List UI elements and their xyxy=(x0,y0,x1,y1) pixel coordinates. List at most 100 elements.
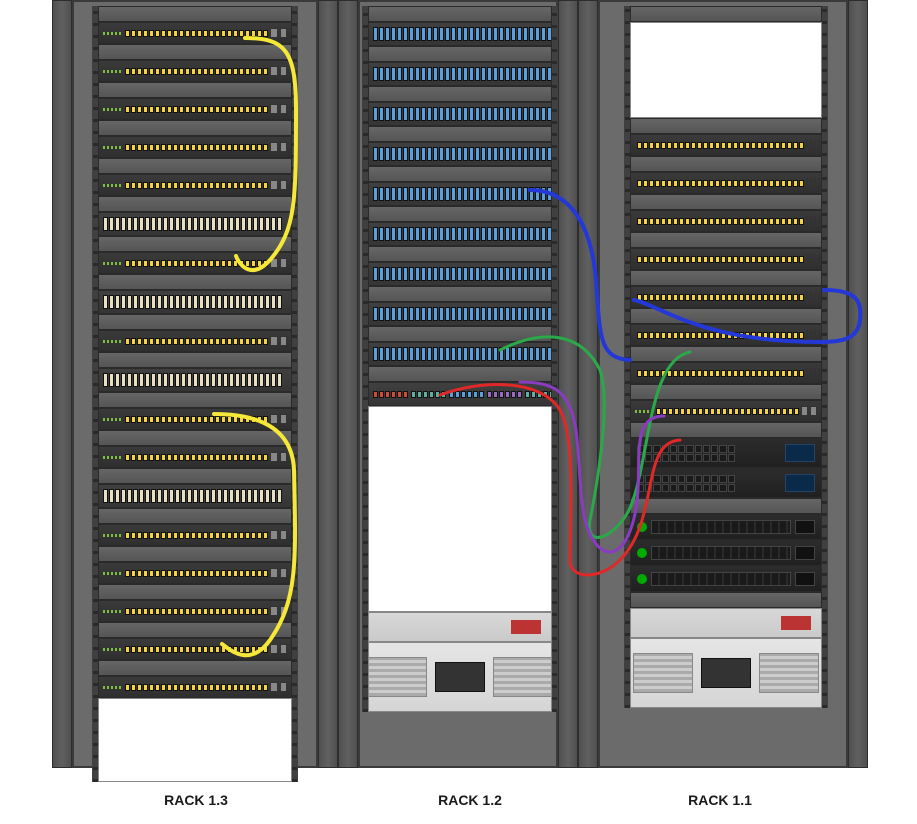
rack-1-1 xyxy=(624,6,828,708)
network-switch xyxy=(98,562,292,584)
network-switch xyxy=(98,22,292,44)
blank-panel xyxy=(630,498,822,514)
network-switch xyxy=(630,400,822,422)
network-switch xyxy=(630,286,822,308)
network-switch xyxy=(98,136,292,158)
blank-panel xyxy=(630,422,822,438)
blank-panel xyxy=(98,6,292,22)
network-switch xyxy=(630,172,822,194)
blank-panel xyxy=(98,392,292,408)
patch-panel xyxy=(368,102,552,126)
blank-panel xyxy=(630,232,822,248)
blank-panel xyxy=(98,236,292,252)
blank-panel xyxy=(368,366,552,382)
network-switch xyxy=(98,408,292,430)
network-switch xyxy=(630,134,822,156)
blank-panel xyxy=(98,120,292,136)
network-switch xyxy=(98,174,292,196)
blank-panel xyxy=(98,584,292,600)
patch-panel xyxy=(98,368,292,392)
patch-panel xyxy=(368,182,552,206)
blank-panel xyxy=(368,46,552,62)
network-switch xyxy=(630,362,822,384)
storage-array xyxy=(630,468,822,498)
blank-panel xyxy=(630,118,822,134)
cable-manager xyxy=(318,0,338,768)
cable-manager xyxy=(848,0,868,768)
patch-panel xyxy=(368,262,552,286)
label-rack-1-2: RACK 1.2 xyxy=(370,792,570,808)
network-switch xyxy=(630,210,822,232)
blank-panel xyxy=(368,206,552,222)
network-switch xyxy=(98,252,292,274)
patch-panel xyxy=(368,222,552,246)
empty-bay xyxy=(630,22,822,118)
blank-panel xyxy=(368,6,552,22)
storage-array xyxy=(630,438,822,468)
patch-panel xyxy=(98,212,292,236)
blank-panel xyxy=(98,430,292,446)
blank-panel xyxy=(630,308,822,324)
network-switch xyxy=(98,524,292,546)
blank-panel xyxy=(368,86,552,102)
cable-manager xyxy=(558,0,578,768)
label-rack-1-1: RACK 1.1 xyxy=(620,792,820,808)
blank-panel xyxy=(368,326,552,342)
blank-panel xyxy=(98,352,292,368)
blank-panel xyxy=(98,546,292,562)
patch-panel-multi xyxy=(368,382,552,406)
ups-unit xyxy=(630,638,822,708)
patch-panel xyxy=(368,142,552,166)
ups-unit xyxy=(368,642,552,712)
blank-panel xyxy=(98,314,292,330)
network-switch xyxy=(98,676,292,698)
blank-panel xyxy=(98,158,292,174)
blank-panel xyxy=(630,592,822,608)
label-rack-1-3: RACK 1.3 xyxy=(96,792,296,808)
patch-panel xyxy=(368,62,552,86)
blank-panel xyxy=(98,44,292,60)
patch-panel xyxy=(368,342,552,366)
blank-panel xyxy=(630,156,822,172)
blank-panel xyxy=(98,622,292,638)
cable-manager xyxy=(578,0,598,768)
blank-panel xyxy=(98,468,292,484)
blank-panel xyxy=(630,384,822,400)
blank-panel xyxy=(368,166,552,182)
blank-panel xyxy=(98,82,292,98)
patch-panel xyxy=(368,302,552,326)
ups-extension xyxy=(368,612,552,642)
blank-panel xyxy=(630,6,822,22)
cable-manager xyxy=(52,0,72,768)
blank-panel xyxy=(630,194,822,210)
cable-manager xyxy=(338,0,358,768)
rack-server xyxy=(630,540,822,566)
blank-panel xyxy=(368,126,552,142)
blank-panel xyxy=(98,196,292,212)
network-switch xyxy=(630,248,822,270)
blank-panel xyxy=(368,286,552,302)
blank-panel xyxy=(98,508,292,524)
rack-server xyxy=(630,514,822,540)
ups-extension xyxy=(630,608,822,638)
empty-bay xyxy=(98,698,292,782)
empty-bay xyxy=(368,406,552,612)
blank-panel xyxy=(98,274,292,290)
network-switch xyxy=(98,638,292,660)
patch-panel xyxy=(98,484,292,508)
network-switch xyxy=(98,446,292,468)
rack-1-3 xyxy=(92,6,298,782)
blank-panel xyxy=(630,270,822,286)
rack-1-2 xyxy=(362,6,558,712)
patch-panel xyxy=(98,290,292,314)
network-switch xyxy=(98,330,292,352)
rack-server xyxy=(630,566,822,592)
patch-panel xyxy=(368,22,552,46)
network-switch xyxy=(630,324,822,346)
network-switch xyxy=(98,98,292,120)
blank-panel xyxy=(98,660,292,676)
blank-panel xyxy=(630,346,822,362)
network-switch xyxy=(98,60,292,82)
network-switch xyxy=(98,600,292,622)
blank-panel xyxy=(368,246,552,262)
